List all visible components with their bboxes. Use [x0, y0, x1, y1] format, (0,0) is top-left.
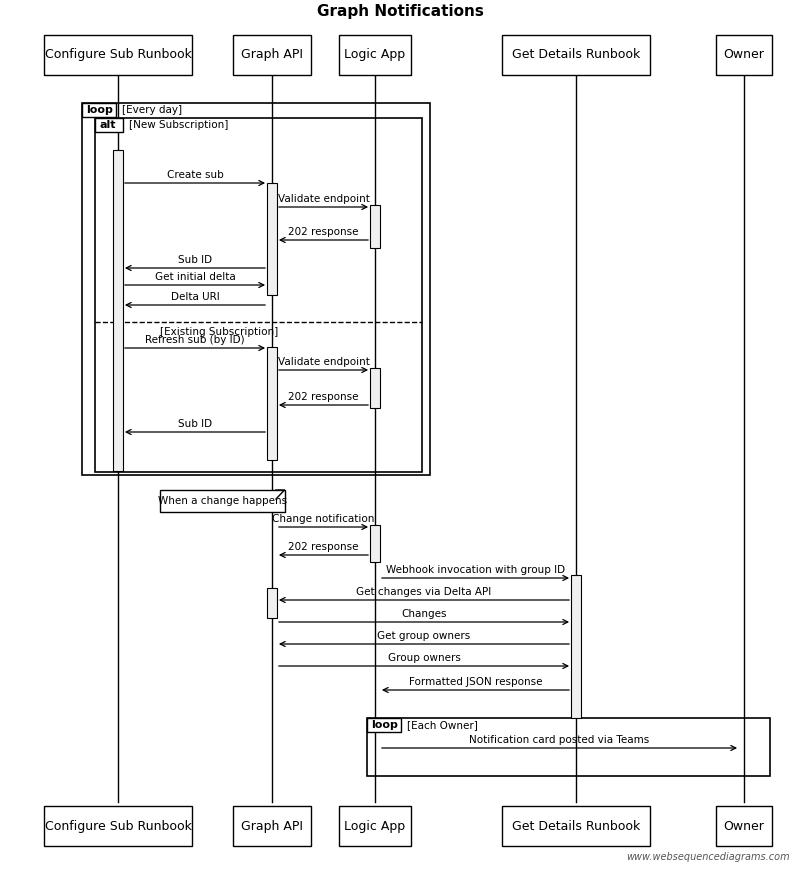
Bar	[367, 718, 770, 776]
Text: Changes: Changes	[402, 609, 446, 619]
Bar	[716, 35, 772, 75]
Text: 202 response: 202 response	[288, 392, 358, 402]
Bar	[502, 806, 650, 846]
Text: [Each Owner]: [Each Owner]	[407, 720, 478, 730]
Bar	[44, 806, 192, 846]
Bar	[370, 525, 380, 562]
Text: Get group owners: Get group owners	[378, 631, 470, 641]
Text: Logic App: Logic App	[345, 49, 406, 62]
Bar	[370, 205, 380, 248]
Bar	[502, 35, 650, 75]
Text: Get initial delta: Get initial delta	[154, 272, 235, 282]
Text: Configure Sub Runbook: Configure Sub Runbook	[45, 49, 191, 62]
Text: Owner: Owner	[723, 49, 765, 62]
Text: [Every day]: [Every day]	[122, 105, 182, 115]
Text: 202 response: 202 response	[288, 542, 358, 552]
Bar	[716, 806, 772, 846]
Text: www.websequencediagrams.com: www.websequencediagrams.com	[626, 852, 790, 862]
Bar	[267, 588, 277, 618]
Bar	[233, 35, 311, 75]
Text: loop: loop	[86, 105, 113, 115]
Text: Validate endpoint: Validate endpoint	[278, 357, 370, 367]
Bar	[44, 35, 192, 75]
Text: Change notification: Change notification	[272, 514, 374, 524]
Text: Get Details Runbook: Get Details Runbook	[512, 49, 640, 62]
Text: [Existing Subscription]: [Existing Subscription]	[160, 327, 278, 337]
Bar	[160, 490, 285, 512]
Text: Group owners: Group owners	[387, 653, 461, 663]
Bar	[267, 183, 277, 295]
Text: Formatted JSON response: Formatted JSON response	[409, 677, 542, 687]
Text: Validate endpoint: Validate endpoint	[278, 194, 370, 204]
Text: When a change happens: When a change happens	[158, 496, 287, 506]
Text: Logic App: Logic App	[345, 820, 406, 833]
Text: Graph API: Graph API	[241, 49, 303, 62]
Text: [New Subscription]: [New Subscription]	[129, 120, 228, 130]
Bar	[339, 35, 411, 75]
Text: Notification card posted via Teams: Notification card posted via Teams	[470, 735, 650, 745]
Text: Refresh sub (by ID): Refresh sub (by ID)	[145, 335, 245, 345]
Text: Sub ID: Sub ID	[178, 419, 212, 429]
Text: Delta URI: Delta URI	[170, 292, 219, 302]
Text: Owner: Owner	[723, 820, 765, 833]
Text: Create sub: Create sub	[166, 170, 223, 180]
Text: alt: alt	[99, 120, 115, 130]
Bar	[95, 118, 123, 132]
Text: Get changes via Delta API: Get changes via Delta API	[356, 587, 492, 597]
Text: Graph API: Graph API	[241, 820, 303, 833]
Bar	[82, 103, 430, 475]
Bar	[82, 103, 116, 117]
Bar	[95, 118, 422, 472]
Text: Get Details Runbook: Get Details Runbook	[512, 820, 640, 833]
Text: Configure Sub Runbook: Configure Sub Runbook	[45, 820, 191, 833]
Text: 202 response: 202 response	[288, 227, 358, 237]
Text: Graph Notifications: Graph Notifications	[317, 4, 483, 19]
Text: loop: loop	[371, 720, 398, 730]
Bar	[367, 718, 401, 732]
Bar	[233, 806, 311, 846]
Bar	[571, 575, 581, 718]
Text: Webhook invocation with group ID: Webhook invocation with group ID	[386, 565, 565, 575]
Bar	[113, 150, 123, 471]
Bar	[267, 347, 277, 460]
Text: Sub ID: Sub ID	[178, 255, 212, 265]
Bar	[339, 806, 411, 846]
Bar	[370, 368, 380, 408]
